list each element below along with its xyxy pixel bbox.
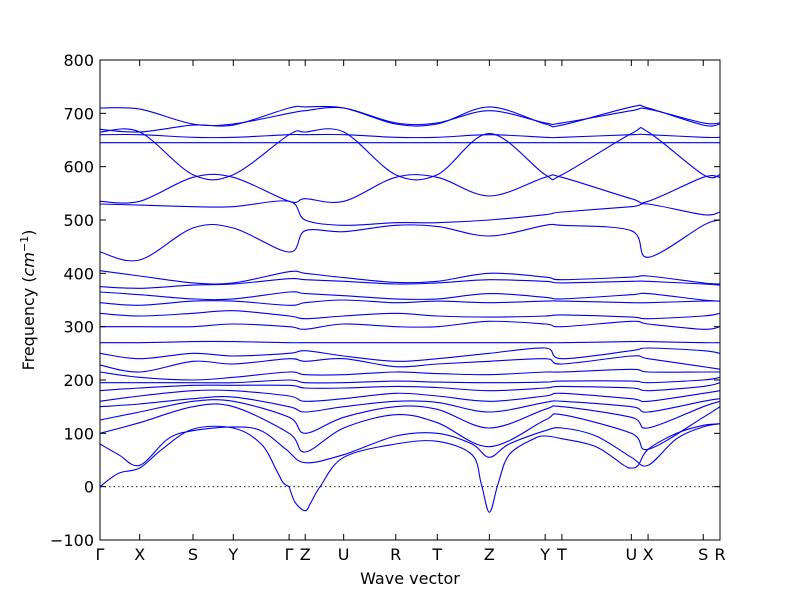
phonon-band-6: [99, 396, 721, 413]
phonon-band-11: [99, 355, 721, 373]
phonon-band-15: [99, 310, 721, 320]
y-tick-label: −100: [50, 531, 94, 550]
x-tick-label: Γ: [96, 545, 105, 564]
y-tick-label: 300: [63, 318, 94, 337]
x-tick-label: R: [390, 545, 401, 564]
phonon-band-12: [99, 347, 721, 362]
plot-area: [99, 104, 721, 513]
phonon-band-22: [99, 173, 721, 204]
phonon-band-17: [99, 291, 721, 302]
phonon-band-5: [99, 399, 721, 434]
x-axis-title: Wave vector: [360, 569, 460, 588]
phonon-band-7: [99, 389, 721, 403]
x-tick-label: X: [643, 545, 654, 564]
y-tick-label: 500: [63, 211, 94, 230]
y-tick-label: 700: [63, 104, 94, 123]
phonon-band-3: [99, 423, 721, 467]
y-axis-title-exponent: −1: [18, 236, 31, 252]
phonon-band-2: [288, 423, 721, 513]
phonon-band-19: [99, 270, 721, 285]
axes-frame: [99, 59, 721, 541]
x-tick-label: S: [188, 545, 198, 564]
x-tick-label: T: [556, 545, 567, 564]
y-tick-label: 0: [84, 478, 94, 497]
phonon-band-21: [99, 200, 721, 226]
y-axis-title: Frequency (cm−1): [18, 230, 39, 371]
phonon-band-24: [99, 133, 721, 139]
phonon-band-20: [99, 219, 721, 262]
phonon-band-8: [99, 382, 721, 392]
y-axis-title-unit: cm: [19, 252, 38, 276]
y-tick-label: 200: [63, 371, 94, 390]
y-axis-title-prefix: Frequency (: [19, 276, 38, 370]
phonon-band-25: [99, 127, 721, 181]
y-tick-label: 100: [63, 424, 94, 443]
y-tick-label: 400: [63, 264, 94, 283]
phonon-band-18: [99, 277, 721, 289]
x-tick-label: Z: [484, 545, 495, 564]
x-tick-label: U: [625, 545, 637, 564]
x-tick-label: Z: [300, 545, 311, 564]
x-tick-label: X: [134, 545, 145, 564]
x-tick-label: S: [698, 545, 708, 564]
y-tick-label: 800: [63, 51, 94, 70]
x-tick-label: U: [338, 545, 350, 564]
phonon-band-4: [99, 403, 721, 453]
phonon-band-16: [99, 299, 721, 306]
phonon-band-1: [99, 425, 290, 488]
y-axis-title-suffix: ): [19, 230, 38, 236]
phonon-band-13: [99, 340, 721, 344]
x-tick-label: T: [431, 545, 442, 564]
x-tick-label: Y: [539, 545, 550, 564]
phonon-band-14: [100, 320, 721, 330]
y-axis: −100 0 100 200 300 400 500 600 700 800: [50, 51, 720, 550]
phonon-band-9: [99, 376, 721, 384]
y-tick-label: 600: [63, 158, 94, 177]
x-tick-label: Y: [227, 545, 238, 564]
x-tick-label: R: [714, 545, 725, 564]
phonon-band-27: [99, 106, 721, 127]
phonon-band-10: [99, 368, 720, 381]
x-tick-label: Γ: [285, 545, 294, 564]
